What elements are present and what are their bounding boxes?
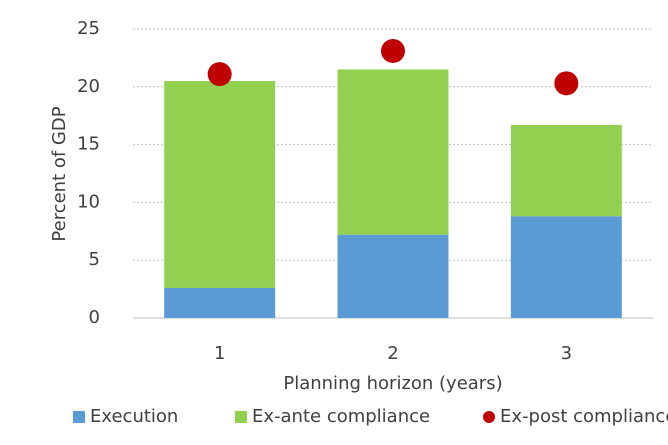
dot: [381, 38, 405, 63]
bar-segment: [337, 69, 449, 235]
legend-swatch: [235, 411, 247, 423]
dot: [207, 62, 232, 87]
x-tick-label: 1: [214, 343, 225, 364]
y-tick-label: 20: [77, 76, 100, 97]
dot: [554, 71, 579, 96]
y-tick-label: 25: [77, 18, 100, 39]
x-axis-label: Planning horizon (years): [283, 373, 502, 394]
legend-label: Execution: [90, 406, 178, 427]
bar-segment: [164, 81, 276, 288]
y-tick-label: 0: [89, 307, 100, 328]
x-tick-label: 3: [561, 343, 572, 364]
legend-label: Ex-post compliance: [500, 406, 668, 427]
legend-swatch: [483, 411, 495, 423]
y-tick-label: 15: [77, 134, 100, 155]
bar-segment: [510, 124, 622, 217]
bar-segment: [164, 287, 276, 318]
bar-segment: [337, 234, 449, 318]
x-tick-label: 2: [387, 343, 398, 364]
legend-label: Ex-ante compliance: [252, 406, 430, 427]
y-axis-label: Percent of GDP: [49, 106, 70, 241]
legend-swatch: [73, 411, 85, 423]
y-tick-label: 10: [77, 191, 100, 212]
bar-segment: [510, 216, 622, 318]
y-tick-label: 5: [89, 249, 100, 270]
